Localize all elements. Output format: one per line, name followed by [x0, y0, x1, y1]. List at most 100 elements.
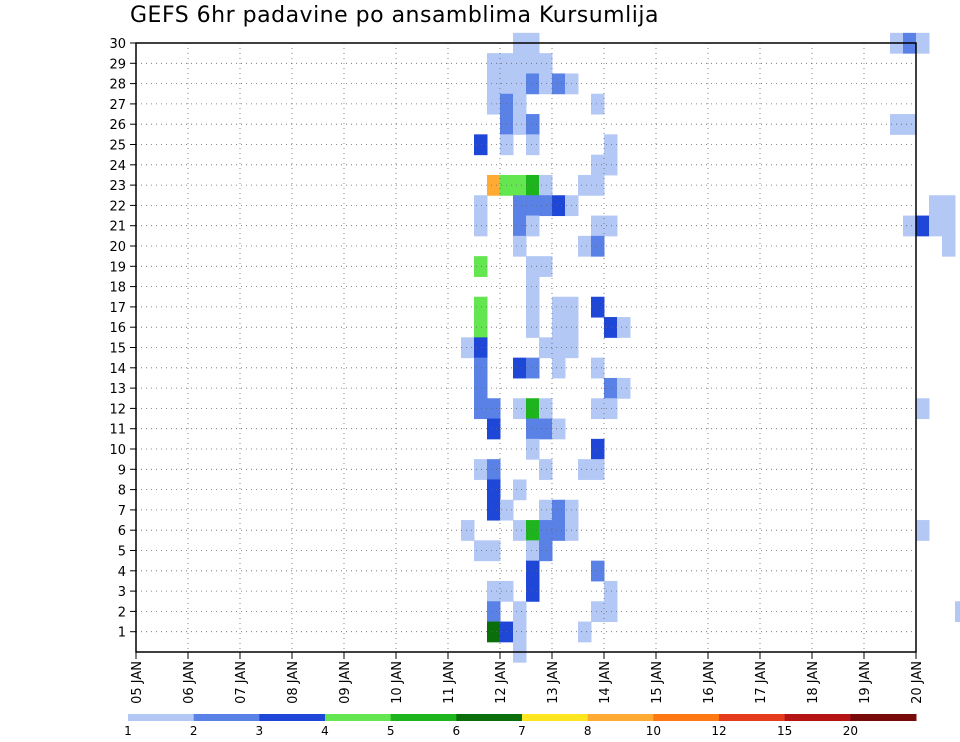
- heatmap-cell: [591, 398, 605, 420]
- heatmap-cell: [526, 256, 540, 277]
- colorbar-swatch: [522, 714, 589, 721]
- heatmap-cell: [474, 256, 488, 277]
- x-tick-label: 17 JAN: [754, 661, 769, 704]
- x-tick-label: 06 JAN: [182, 661, 197, 704]
- heatmap-cell: [578, 459, 592, 480]
- heatmap-cell: [604, 215, 618, 237]
- heatmap-cell: [591, 174, 605, 196]
- colorbar-label: 2: [190, 724, 198, 738]
- heatmap-cell: [591, 601, 605, 623]
- y-tick-label: 30: [109, 37, 126, 52]
- heatmap-cell: [526, 580, 540, 602]
- heatmap-cell: [539, 256, 553, 277]
- heatmap-cell: [474, 540, 488, 562]
- heatmap-cell: [552, 520, 566, 541]
- heatmap-cell: [916, 215, 930, 237]
- y-tick-label: 3: [118, 585, 126, 600]
- x-tick-label: 11 JAN: [442, 661, 457, 704]
- heatmap-cell: [461, 520, 475, 541]
- y-tick-label: 13: [109, 382, 126, 397]
- heatmap-cell: [513, 235, 527, 257]
- heatmap-cell: [461, 337, 475, 359]
- heatmap-cell: [591, 560, 605, 582]
- heatmap-cell: [526, 296, 540, 318]
- colorbar-label: 1: [124, 724, 132, 738]
- heatmap-cell: [513, 520, 527, 541]
- heatmap-cell: [513, 601, 527, 623]
- heatmap-cell: [526, 418, 540, 440]
- y-tick-label: 5: [118, 545, 126, 560]
- heatmap-cell: [552, 499, 566, 521]
- x-tick-label: 05 JAN: [130, 661, 145, 704]
- x-tick-label: 15 JAN: [650, 661, 665, 704]
- heatmap-cell: [513, 398, 527, 420]
- heatmap-cell: [578, 235, 592, 257]
- colorbar-swatch: [784, 714, 851, 721]
- heatmap-cell: [903, 114, 917, 135]
- y-tick-label: 10: [109, 443, 126, 458]
- heatmap-cell: [539, 174, 553, 196]
- x-tick-label: 18 JAN: [806, 661, 821, 704]
- heatmap-cell: [604, 317, 618, 338]
- heatmap-cell: [526, 174, 540, 196]
- heatmap-cell: [513, 73, 527, 95]
- y-tick-label: 4: [118, 565, 126, 580]
- x-tick-label: 20 JAN: [910, 661, 925, 704]
- heatmap-cell: [474, 459, 488, 480]
- y-tick-label: 18: [109, 281, 126, 296]
- colorbar-swatch: [193, 714, 260, 721]
- heatmap-cell: [526, 520, 540, 541]
- heatmap-cell: [591, 357, 605, 379]
- y-tick-label: 16: [109, 321, 126, 336]
- heatmap-cell: [539, 520, 553, 541]
- colorbar-swatch: [390, 714, 457, 721]
- colorbar-label: 5: [387, 724, 395, 738]
- heatmap-cell: [604, 580, 618, 602]
- colorbar-swatch: [653, 714, 720, 721]
- y-tick-label: 14: [109, 362, 126, 377]
- heatmap-cell: [942, 215, 956, 237]
- y-tick-label: 27: [109, 98, 126, 113]
- colorbar-swatch: [850, 714, 917, 721]
- heatmap-cell: [526, 215, 540, 237]
- heatmap-cell: [539, 73, 553, 95]
- heatmap-cell: [526, 560, 540, 582]
- heatmap-cell: [903, 215, 917, 237]
- colorbar-label: 20: [843, 724, 858, 738]
- heatmap-cell: [539, 53, 553, 74]
- heatmap-cell: [552, 296, 566, 318]
- y-tick-label: 26: [109, 118, 126, 133]
- heatmap-cells: [461, 32, 960, 663]
- heatmap-cell: [474, 357, 488, 379]
- heatmap-cell: [617, 317, 631, 338]
- x-tick-label: 09 JAN: [338, 661, 353, 704]
- colorbar-swatch: [128, 714, 195, 721]
- y-tick-label: 12: [109, 402, 126, 417]
- y-tick-label: 29: [109, 57, 126, 72]
- y-tick-label: 1: [118, 626, 126, 641]
- heatmap-cell: [539, 195, 553, 217]
- heatmap-cell: [526, 114, 540, 135]
- heatmap-cell: [916, 398, 930, 420]
- y-tick-label: 6: [118, 524, 126, 539]
- heatmap-cell: [591, 235, 605, 257]
- heatmap-cell: [604, 134, 618, 156]
- y-tick-label: 22: [109, 199, 126, 214]
- heatmap-cell: [513, 93, 527, 115]
- heatmap-cell: [591, 438, 605, 460]
- heatmap-cell: [474, 134, 488, 156]
- colorbar-label: 6: [453, 724, 461, 738]
- heatmap-cell: [487, 580, 501, 602]
- colorbar-swatch: [587, 714, 654, 721]
- heatmap-cell: [487, 601, 501, 623]
- x-tick-label: 19 JAN: [858, 661, 873, 704]
- heatmap-cell: [578, 621, 592, 643]
- colorbar-swatch: [325, 714, 392, 721]
- heatmap-cell: [526, 134, 540, 156]
- heatmap-cell: [929, 215, 943, 237]
- heatmap-cell: [513, 479, 527, 501]
- heatmap-cell: [591, 459, 605, 480]
- heatmap-cell: [513, 215, 527, 237]
- heatmap-cell: [591, 154, 605, 176]
- y-tick-label: 8: [118, 484, 126, 499]
